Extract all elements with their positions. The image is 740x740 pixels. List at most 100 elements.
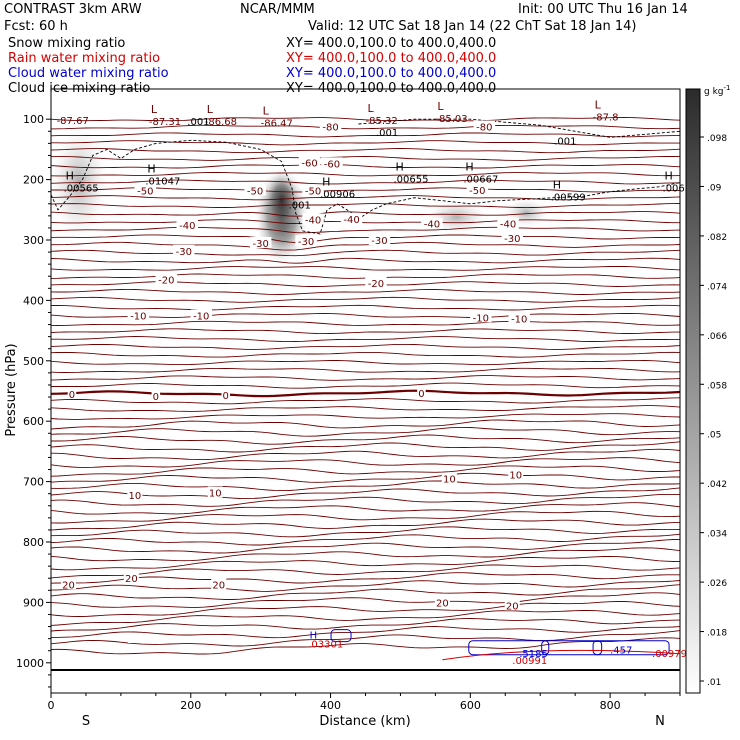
isotherm-label: 20 [125, 574, 138, 585]
cloud-water-contour-2 [541, 640, 603, 656]
field-rain-xy: XY= 400.0,100.0 to 400.0,400.0 [286, 51, 497, 66]
near-surface-label: .00991 [512, 656, 547, 667]
isotherm-line [51, 448, 680, 461]
isotherm-line [51, 584, 680, 600]
extremum-marker: L [595, 98, 602, 111]
colorbar [685, 88, 701, 694]
label-mask [127, 309, 150, 321]
extremum-marker: H [395, 161, 403, 174]
x-tick-label: 400 [320, 699, 341, 712]
isotherm-line [51, 179, 680, 185]
isotherm-line [51, 320, 680, 326]
x-tick-label: 800 [600, 699, 621, 712]
label-mask [295, 235, 317, 247]
near-surface-label: .457 [610, 646, 632, 657]
extremum-marker: L [368, 102, 375, 115]
isotherm-label: -30 [298, 237, 314, 248]
label-mask [176, 218, 199, 230]
isotherm-label: -60 [301, 159, 317, 170]
y-tick-label: 900 [23, 596, 44, 609]
colorbar-label: .05 [707, 431, 721, 441]
isotherm-label: -80 [476, 122, 492, 133]
label-mask [249, 237, 272, 249]
isotherm-line [51, 572, 680, 584]
isotherm-line [51, 313, 680, 318]
isotherm-label: -40 [424, 220, 440, 231]
isotherm-label: -30 [504, 234, 520, 245]
isotherm-line [51, 480, 680, 492]
isotherm-line [51, 538, 680, 554]
label-mask [321, 157, 343, 169]
extremum-value: .0062 [663, 184, 692, 195]
extremum-value: .00655 [393, 175, 428, 186]
isotherm-line [51, 405, 680, 412]
cloud-ice-label: .001 [187, 117, 209, 128]
colorbar-ticks: .098 .09 .082 .074 .066 .058 .05 .042 .034 .026 .0… [700, 134, 727, 688]
isotherm-label: 10 [443, 475, 456, 486]
isotherm-line [51, 518, 680, 531]
extremum-value: .00906 [320, 190, 355, 201]
isotherm-line [51, 359, 680, 366]
extremum-marker: L [151, 103, 158, 116]
label-mask [501, 232, 524, 244]
y-tick-label: 200 [23, 174, 44, 187]
isotherm-line [51, 426, 680, 437]
isotherm-label: -30 [371, 236, 387, 247]
label-mask [155, 273, 178, 285]
label-mask [473, 120, 496, 132]
isotherm-line [51, 288, 680, 295]
label-mask [173, 244, 195, 256]
isotherm-label: -30 [252, 239, 268, 250]
label-mask [151, 389, 161, 401]
isotherm-label: -20 [368, 279, 384, 290]
label-mask [244, 184, 266, 196]
isotherm-line [51, 195, 680, 201]
isotherm-line [51, 124, 680, 130]
label-mask [67, 388, 77, 400]
label-mask [368, 234, 391, 245]
isotherm-line [51, 164, 680, 169]
isotherm-line [51, 630, 680, 647]
isotherm-label: -40 [179, 221, 195, 232]
near-surface-label: .03301 [308, 640, 343, 651]
extremum-value: .01047 [145, 176, 180, 187]
isotherm-label: -40 [500, 220, 516, 231]
isotherm-line [51, 487, 680, 500]
isotherm-line [51, 257, 680, 264]
org-title: NCAR/MMM [240, 2, 315, 17]
isotherm-label: -30 [176, 247, 192, 258]
isotherm-line [51, 533, 680, 546]
isotherm-line [51, 465, 680, 477]
y-tick-label: 100 [23, 113, 44, 126]
isotherm-label: -10 [511, 315, 527, 326]
extremum-value: -86.47 [261, 118, 293, 129]
north-end-label: N [655, 714, 665, 729]
isotherm-label: 20 [506, 601, 519, 612]
isotherm-line [51, 249, 680, 257]
contour-labels: -50 -40 -30 -20 -10 -10 0 0 0 0 10 10 10 10 20 20 20 20 20… [57, 98, 692, 667]
isotherm-line [51, 457, 680, 468]
y-tick-label: 500 [23, 355, 44, 368]
isotherm-label: -50 [247, 186, 263, 197]
isotherm-label: 0 [69, 390, 75, 401]
extremum-value: .00565 [64, 184, 99, 195]
isotherm-line [51, 382, 680, 389]
isotherm-label: -60 [324, 159, 340, 170]
field-snow-name: Snow mixing ratio [8, 36, 126, 51]
label-mask [127, 488, 143, 500]
isotherm-line [51, 610, 680, 626]
colorbar-label: .058 [707, 381, 727, 391]
extremum-marker: H [66, 170, 74, 183]
label-mask [221, 389, 230, 401]
extremum-marker: H [665, 170, 673, 183]
isotherm-line [51, 304, 680, 311]
isotherm-line [51, 265, 680, 271]
isotherm-label: -40 [305, 215, 321, 226]
label-mask [508, 312, 531, 324]
near-surface-label: H [310, 631, 318, 642]
field-rain-name: Rain water mixing ratio [8, 51, 161, 66]
isotherm-line [51, 510, 680, 524]
isotherm-label: -40 [343, 215, 359, 226]
isotherm-label: 20 [62, 580, 75, 591]
isotherm-label: 10 [509, 470, 522, 481]
